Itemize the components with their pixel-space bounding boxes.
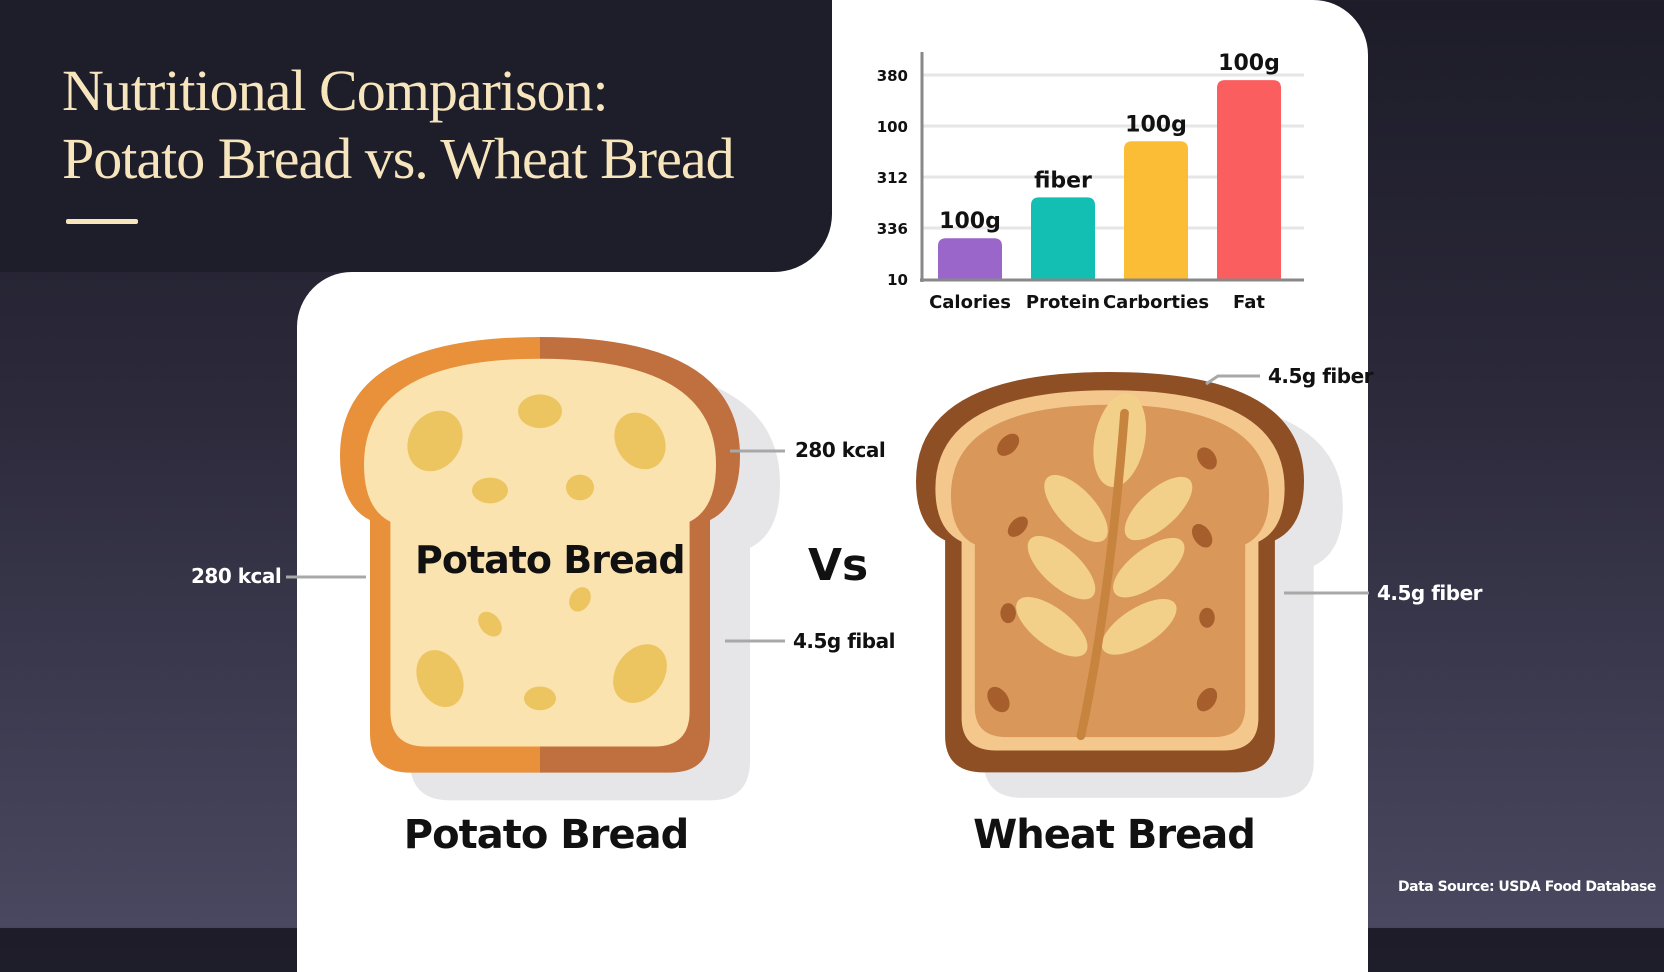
title-underline	[66, 219, 138, 224]
wheat-stalk-icon	[1016, 393, 1193, 741]
title-panel	[0, 0, 832, 272]
potato-left-callout: 280 kcal	[191, 564, 282, 588]
bread-illustrations	[286, 337, 1369, 801]
bar-protein	[1031, 197, 1095, 279]
data-label: 100g	[939, 209, 1001, 234]
title-line-2: Potato Bread vs. Wheat Bread	[62, 126, 735, 191]
bar-calories	[938, 238, 1002, 279]
data-source-note: Data Source: USDA Food Database	[1398, 879, 1656, 895]
y-tick-label: 312	[877, 169, 908, 187]
potato-right-top-callout: 280 kcal	[795, 438, 886, 462]
y-tick-label: 336	[877, 220, 908, 238]
wheat-right-callout: 4.5g fiber	[1377, 581, 1483, 605]
x-tick-label: Fat	[1233, 292, 1265, 313]
x-tick-label: Carborties	[1103, 292, 1209, 313]
leader-line	[1205, 374, 1260, 386]
bar-fat	[1217, 80, 1281, 279]
title-line-1: Nutritional Comparison:	[62, 58, 609, 123]
data-label: 100g	[1218, 51, 1280, 76]
y-tick-label: 10	[887, 271, 908, 289]
potato-right-bottom-callout: 4.5g fibal	[793, 629, 895, 653]
y-tick-label: 100	[877, 118, 908, 136]
potato-bread-icon	[340, 337, 780, 801]
vs-label: Vs	[808, 540, 869, 591]
wheat-bread-icon	[916, 372, 1343, 798]
wheat-top-callout: 4.5g fiber	[1268, 364, 1374, 388]
x-tick-label: Protein	[1026, 292, 1100, 313]
x-tick-label: Calories	[929, 292, 1011, 313]
data-label: fiber	[1034, 168, 1092, 193]
wheat-bread-caption: Wheat Bread	[973, 812, 1256, 858]
potato-bread-inner-label: Potato Bread	[415, 538, 686, 582]
bar-chart: 10 336 312 100 380 100g Calories fiber Protein 1…	[877, 51, 1304, 313]
y-tick-label: 380	[877, 67, 908, 85]
bar-carborties	[1124, 141, 1188, 279]
data-label: 100g	[1125, 112, 1187, 137]
potato-bread-caption: Potato Bread	[403, 812, 689, 858]
